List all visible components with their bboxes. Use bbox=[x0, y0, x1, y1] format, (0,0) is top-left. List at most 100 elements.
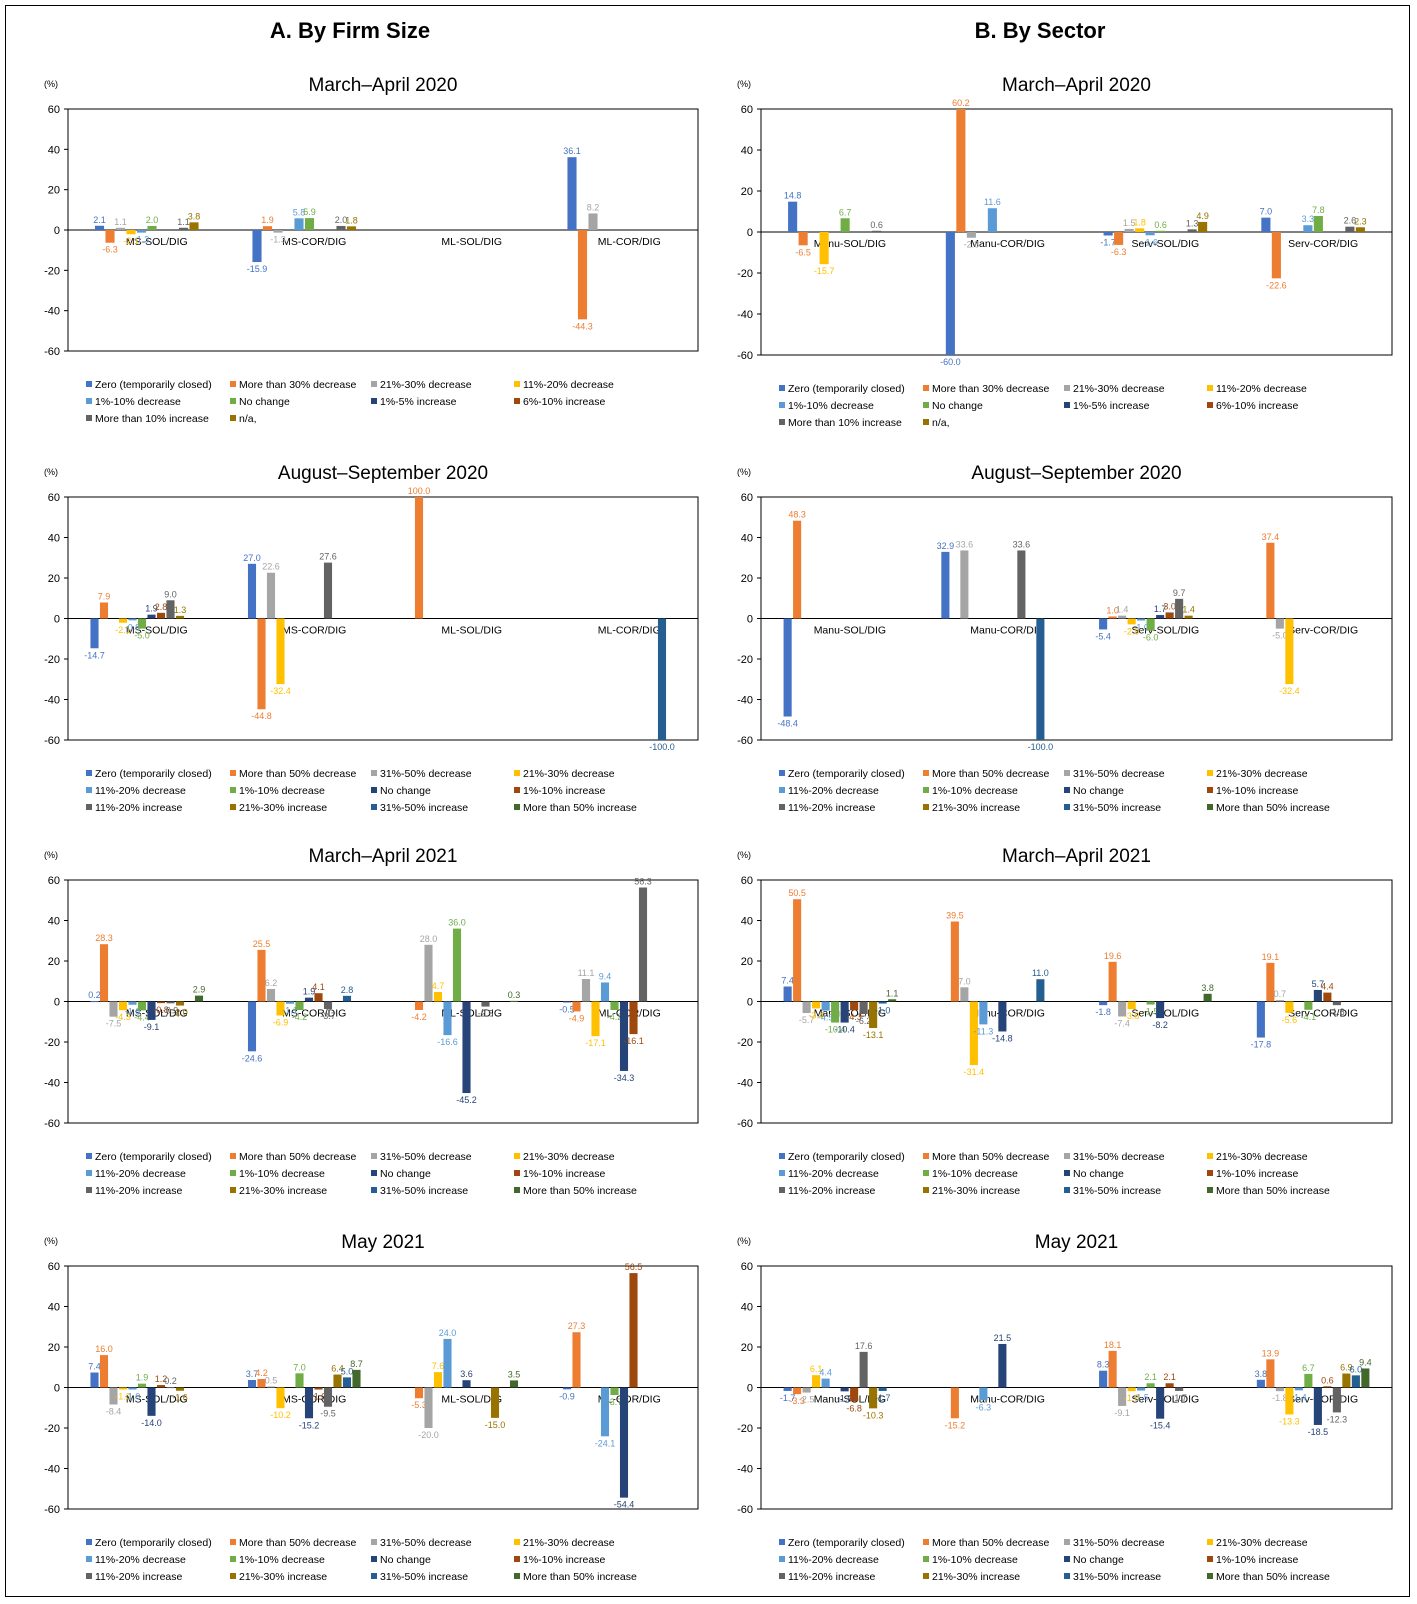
category-label: Serv-COR/DIG bbox=[1288, 238, 1358, 250]
data-label: 9.4 bbox=[599, 971, 612, 981]
bar bbox=[1355, 227, 1365, 232]
bar bbox=[323, 1001, 333, 1009]
data-label: -5.0 bbox=[1272, 631, 1288, 641]
y-tick-label: 60 bbox=[741, 875, 753, 887]
bar bbox=[128, 1387, 137, 1390]
y-tick-label: -20 bbox=[737, 268, 753, 280]
legend-item: No change bbox=[932, 400, 983, 412]
category-label: Manu-SOL/DIG bbox=[814, 625, 886, 637]
legend-item: 31%-50% decrease bbox=[380, 1151, 472, 1163]
data-label: 1.2 bbox=[155, 1374, 168, 1384]
chart-title: March–April 2020 bbox=[309, 75, 458, 96]
data-label: -44.8 bbox=[251, 711, 272, 721]
data-label: -1.0 bbox=[1133, 623, 1149, 633]
legend-item: No change bbox=[1073, 1554, 1124, 1566]
bar bbox=[812, 1375, 821, 1388]
category-label: ML-COR/DIG bbox=[598, 1394, 661, 1406]
data-label: -6.3 bbox=[976, 1402, 992, 1412]
bar bbox=[247, 1380, 257, 1388]
data-label: -32.4 bbox=[270, 686, 291, 696]
bar bbox=[118, 618, 128, 623]
bar bbox=[462, 1380, 471, 1388]
legend-swatch bbox=[514, 1539, 520, 1545]
legend-item: 31%-50% increase bbox=[1073, 1571, 1161, 1583]
data-label: 7.0 bbox=[1260, 207, 1273, 217]
legend-swatch bbox=[371, 804, 377, 810]
data-label: 27.3 bbox=[568, 1321, 586, 1331]
data-label: -5.6 bbox=[1282, 1015, 1298, 1025]
legend-swatch bbox=[230, 1170, 236, 1176]
chart-2: March–April 2020 (%) -60 -40 -20 0 20 40 60 Manu-… bbox=[737, 75, 1393, 429]
data-label: -10.4 bbox=[834, 1025, 855, 1035]
data-label: 0.3 bbox=[508, 990, 521, 1000]
legend-swatch bbox=[923, 1573, 929, 1579]
bar bbox=[147, 614, 156, 619]
y-axis-unit: (%) bbox=[737, 467, 751, 477]
legend-swatch bbox=[779, 1153, 785, 1159]
data-label: -1.8 bbox=[1272, 1393, 1288, 1403]
data-label: -48.4 bbox=[777, 719, 798, 729]
y-tick-label: -20 bbox=[44, 1423, 60, 1435]
bar bbox=[304, 1387, 314, 1419]
data-label: -0.9 bbox=[559, 1391, 575, 1401]
legend-item: More than 50% decrease bbox=[239, 1537, 356, 1549]
data-label: 33.6 bbox=[1013, 539, 1031, 549]
legend-item: 11%-20% increase bbox=[788, 802, 876, 814]
data-label: -4.5 bbox=[818, 1013, 834, 1023]
data-label: -4.9 bbox=[569, 1013, 585, 1023]
data-label: 1.0 bbox=[1106, 605, 1119, 615]
category-label: Manu-COR/DIG bbox=[970, 238, 1045, 250]
y-axis-unit: (%) bbox=[44, 1236, 58, 1246]
legend-swatch bbox=[923, 385, 929, 391]
legend-item: 11%-20% decrease bbox=[95, 1554, 186, 1566]
data-label: -14.7 bbox=[84, 650, 105, 660]
legend-swatch bbox=[1207, 804, 1213, 810]
bar bbox=[276, 1387, 285, 1409]
bar bbox=[1285, 1387, 1294, 1415]
data-label: -2.1 bbox=[115, 625, 131, 635]
legend-item: More than 50% decrease bbox=[932, 1537, 1049, 1549]
legend-item: 1%-10% increase bbox=[1216, 1168, 1298, 1180]
bar bbox=[175, 1001, 185, 1006]
bar bbox=[872, 230, 882, 232]
data-label: -1.0 bbox=[125, 1392, 141, 1402]
data-label: 0.2 bbox=[164, 1376, 177, 1386]
data-label: 6.9 bbox=[1340, 1363, 1353, 1373]
data-label: 0.6 bbox=[1154, 220, 1167, 230]
legend-swatch bbox=[371, 381, 377, 387]
legend-swatch bbox=[923, 804, 929, 810]
bar bbox=[1313, 216, 1323, 232]
legend-item: More than 50% increase bbox=[1216, 802, 1330, 814]
data-label: 11.6 bbox=[984, 197, 1001, 207]
y-tick-label: 20 bbox=[48, 573, 60, 585]
legend-swatch bbox=[923, 1556, 929, 1562]
data-label: 9.7 bbox=[1173, 588, 1186, 598]
legend-item: 21%-30% decrease bbox=[1216, 1537, 1308, 1549]
legend-swatch bbox=[371, 398, 377, 404]
legend-swatch bbox=[779, 1573, 785, 1579]
bar bbox=[137, 1383, 147, 1388]
data-label: 28.3 bbox=[95, 933, 113, 943]
legend-swatch bbox=[371, 1187, 377, 1193]
legend-swatch bbox=[514, 787, 520, 793]
data-label: 5.0 bbox=[341, 1366, 354, 1376]
bar bbox=[1184, 615, 1193, 619]
bar bbox=[1203, 993, 1212, 1002]
bar bbox=[1118, 1001, 1127, 1017]
data-label: 1.8 bbox=[345, 215, 358, 225]
bar bbox=[189, 222, 199, 230]
bar bbox=[1156, 1001, 1165, 1019]
data-label: -1.9 bbox=[837, 1393, 853, 1403]
bar bbox=[1261, 217, 1271, 232]
legend-swatch bbox=[230, 770, 236, 776]
data-label: 3.3 bbox=[1302, 214, 1315, 224]
y-tick-label: -20 bbox=[44, 1037, 60, 1049]
legend-item: 31%-50% decrease bbox=[380, 1537, 472, 1549]
data-label: 4.9 bbox=[1196, 211, 1209, 221]
data-label: 7.6 bbox=[432, 1361, 445, 1371]
data-label: -3.7 bbox=[320, 1011, 336, 1021]
y-tick-label: -60 bbox=[44, 1118, 60, 1130]
legend-item: 21%-30% decrease bbox=[523, 768, 615, 780]
bar bbox=[509, 1000, 519, 1002]
